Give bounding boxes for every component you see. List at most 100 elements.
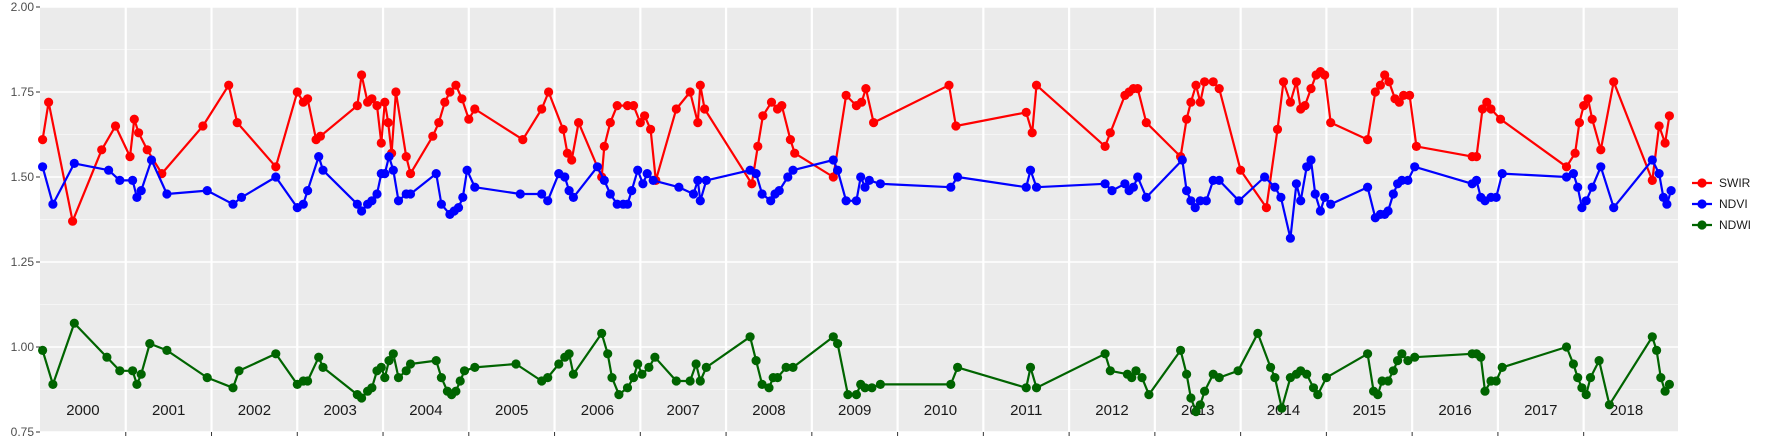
- y-tick-label: 0.75: [11, 425, 35, 439]
- data-point-ndvi: [688, 189, 699, 199]
- data-point-ndwi: [650, 352, 660, 362]
- data-point-ndwi: [431, 356, 441, 366]
- data-point-ndwi: [1363, 349, 1373, 359]
- y-tick-label: 1.00: [11, 340, 35, 354]
- data-point-ndvi: [236, 192, 247, 202]
- data-point-ndwi: [953, 362, 963, 372]
- data-point-ndwi: [1373, 390, 1383, 400]
- data-point-ndwi: [357, 393, 367, 403]
- data-point-ndvi: [69, 158, 79, 168]
- data-point-ndwi: [637, 369, 647, 379]
- data-point-ndvi: [674, 182, 684, 192]
- data-point-ndwi: [597, 328, 607, 338]
- data-point-swir: [544, 87, 554, 97]
- data-point-ndvi: [701, 175, 711, 185]
- data-point-ndwi: [455, 376, 465, 386]
- data-point-swir: [315, 131, 325, 141]
- year-label: 2002: [238, 402, 271, 419]
- data-point-swir: [445, 87, 455, 97]
- data-point-ndwi: [1191, 407, 1201, 417]
- data-point-ndwi: [1214, 373, 1224, 383]
- legend-label-ndvi: NDVI: [1719, 197, 1748, 211]
- data-point-swir: [1647, 175, 1657, 185]
- data-point-ndwi: [1388, 366, 1398, 376]
- data-point-swir: [376, 138, 386, 148]
- data-point-swir: [129, 114, 139, 124]
- data-point-swir: [574, 118, 584, 128]
- data-point-ndwi: [388, 349, 398, 359]
- data-point-ndvi: [1276, 192, 1286, 202]
- data-point-ndvi: [592, 162, 603, 172]
- legend-label-ndwi: NDWI: [1719, 218, 1751, 232]
- data-point-ndwi: [1137, 373, 1147, 383]
- data-point-swir: [303, 94, 313, 104]
- data-point-swir: [1583, 94, 1593, 104]
- data-point-ndvi: [1568, 169, 1578, 179]
- data-point-swir: [518, 135, 528, 145]
- data-point-ndwi: [234, 366, 244, 376]
- data-point-ndwi: [401, 366, 411, 376]
- data-point-swir: [1027, 128, 1037, 138]
- data-point-swir: [828, 172, 838, 182]
- data-point-ndwi: [136, 369, 146, 379]
- data-point-ndwi: [162, 345, 172, 355]
- data-point-ndvi: [1120, 179, 1130, 189]
- data-point-swir: [1570, 148, 1580, 158]
- data-point-swir: [1486, 104, 1496, 114]
- year-label: 2016: [1438, 402, 1471, 419]
- data-point-ndvi: [1296, 196, 1306, 206]
- data-point-ndvi: [1666, 186, 1676, 196]
- data-point-ndvi: [1315, 206, 1325, 216]
- data-point-swir: [785, 135, 796, 145]
- data-point-swir: [558, 124, 568, 134]
- data-point-ndwi: [1313, 390, 1323, 400]
- data-point-swir: [434, 118, 444, 128]
- data-point-ndvi: [1100, 179, 1110, 189]
- data-point-ndwi: [691, 359, 701, 369]
- data-point-swir: [605, 118, 615, 128]
- year-label: 2001: [152, 402, 185, 419]
- data-point-swir: [1306, 84, 1316, 94]
- data-point-ndwi: [393, 373, 404, 383]
- data-point-ndwi: [745, 332, 755, 342]
- y-tick-label: 1.75: [11, 85, 35, 99]
- data-point-ndvi: [202, 186, 212, 196]
- data-point-ndwi: [764, 383, 774, 393]
- year-labels: 2000 2001 2002 2003 2004 2005 2006 2007 2008 2009…: [66, 402, 1643, 419]
- data-point-swir: [1574, 118, 1584, 128]
- data-point-ndvi: [568, 192, 579, 202]
- data-point-swir: [700, 104, 710, 114]
- data-point-ndvi: [380, 169, 390, 179]
- data-point-swir: [1214, 84, 1224, 94]
- data-point-ndvi: [318, 165, 328, 175]
- data-point-ndvi: [1609, 203, 1619, 213]
- data-point-swir: [125, 152, 135, 162]
- data-point-ndvi: [104, 165, 114, 175]
- data-point-swir: [1471, 152, 1482, 162]
- data-point-ndwi: [128, 366, 138, 376]
- data-point-swir: [1609, 77, 1619, 87]
- data-point-ndwi: [622, 383, 633, 393]
- data-point-ndvi: [384, 152, 394, 162]
- data-point-ndvi: [38, 162, 48, 172]
- data-point-ndvi: [1285, 233, 1295, 243]
- data-point-ndwi: [1581, 390, 1591, 400]
- data-point-swir: [1300, 101, 1310, 111]
- data-point-ndvi: [357, 206, 367, 216]
- data-point-swir: [1394, 97, 1404, 107]
- data-point-swir: [1285, 97, 1295, 107]
- data-point-ndwi: [644, 362, 654, 372]
- data-point-ndvi: [693, 175, 703, 185]
- data-point-swir: [68, 216, 78, 226]
- data-point-ndwi: [946, 379, 956, 389]
- data-point-ndwi: [271, 349, 281, 359]
- legend-key-point-ndvi: [1697, 199, 1707, 209]
- data-point-swir: [367, 94, 377, 104]
- data-point-swir: [1105, 128, 1115, 138]
- data-point-swir: [1384, 77, 1394, 87]
- year-label: 2011: [1010, 402, 1042, 419]
- data-point-ndvi: [1573, 182, 1583, 192]
- data-point-swir: [1482, 97, 1492, 107]
- legend-label-swir: SWIR: [1719, 176, 1751, 190]
- data-point-swir: [537, 104, 547, 114]
